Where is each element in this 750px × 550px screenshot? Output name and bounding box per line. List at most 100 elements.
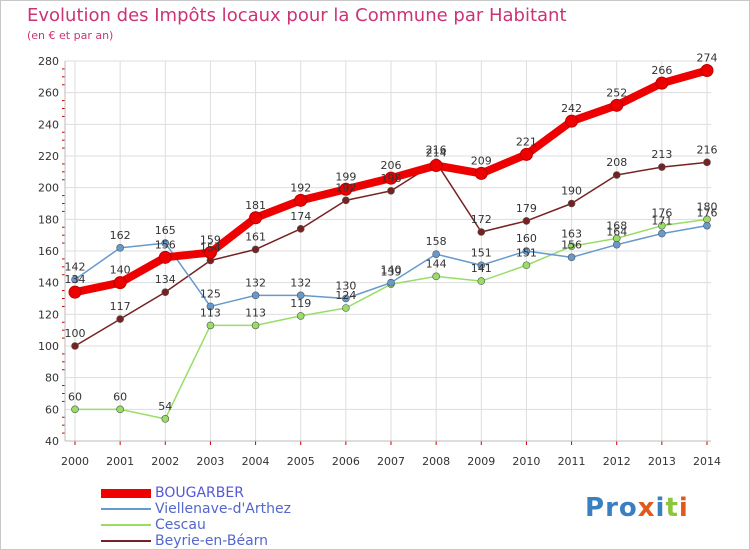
y-tick-label: 280 — [38, 55, 59, 68]
data-label-1: 171 — [651, 215, 672, 228]
y-tick-label: 180 — [38, 213, 59, 226]
data-label-3: 216 — [697, 143, 718, 156]
data-point-0 — [339, 182, 353, 196]
data-label-0: 181 — [245, 199, 266, 212]
data-label-3: 192 — [335, 181, 356, 194]
data-point-2 — [567, 242, 576, 251]
data-label-2: 119 — [290, 297, 311, 310]
data-point-1 — [342, 294, 350, 303]
data-point-3 — [296, 225, 305, 233]
y-tick-label: 200 — [38, 182, 59, 195]
y-tick-label: 260 — [38, 87, 59, 100]
data-point-2 — [296, 312, 305, 320]
data-point-0 — [429, 159, 443, 172]
logo-letter: i — [678, 493, 689, 523]
data-label-3: 179 — [516, 202, 537, 215]
legend-label: Cescau — [155, 517, 206, 533]
data-point-0 — [113, 276, 127, 290]
data-point-0 — [294, 193, 308, 207]
data-label-1: 162 — [110, 229, 131, 242]
data-point-0 — [700, 64, 714, 77]
x-tick-label: 2000 — [61, 455, 89, 468]
x-tick-label: 2005 — [287, 455, 315, 468]
data-point-1 — [206, 302, 215, 311]
logo-letter: t — [665, 493, 679, 523]
y-tick-label: 60 — [45, 403, 59, 416]
data-point-0 — [519, 147, 533, 161]
data-point-3 — [567, 199, 576, 208]
x-tick-label: 2004 — [242, 455, 270, 468]
data-point-3 — [116, 315, 124, 323]
data-point-3 — [71, 342, 79, 350]
data-label-1: 158 — [426, 235, 447, 248]
y-tick-label: 160 — [38, 245, 59, 258]
y-tick-label: 220 — [38, 150, 59, 163]
data-point-1 — [387, 278, 395, 287]
data-label-2: 113 — [245, 306, 266, 319]
data-point-3 — [612, 171, 621, 179]
x-tick-label: 2008 — [422, 455, 450, 468]
data-point-2 — [477, 277, 486, 285]
data-label-2: 163 — [561, 227, 582, 240]
data-point-2 — [161, 415, 170, 423]
data-label-0: 134 — [65, 273, 86, 286]
data-point-0 — [203, 246, 217, 260]
legend-item: Cescau — [101, 517, 291, 533]
data-point-1 — [477, 261, 486, 270]
data-point-3 — [342, 196, 350, 205]
y-tick-label: 80 — [45, 372, 59, 385]
data-point-0 — [565, 114, 579, 128]
data-point-2 — [206, 321, 215, 330]
data-label-2: 124 — [335, 289, 356, 302]
data-label-1: 132 — [245, 276, 266, 289]
data-label-1: 165 — [155, 224, 176, 237]
proxiti-logo: Proxiti — [585, 493, 689, 523]
x-tick-label: 2006 — [332, 455, 360, 468]
data-label-0: 140 — [110, 264, 131, 277]
data-point-0 — [68, 285, 82, 299]
x-tick-label: 2010 — [512, 455, 540, 468]
data-label-1: 132 — [290, 276, 311, 289]
data-label-2: 168 — [606, 219, 627, 232]
data-point-1 — [703, 221, 711, 230]
legend-label: BOUGARBER — [155, 485, 244, 501]
data-label-3: 198 — [381, 172, 402, 185]
data-label-3: 100 — [65, 327, 86, 340]
data-point-2 — [342, 304, 350, 312]
chart-legend: BOUGARBER Viellenave-d'Arthez Cescau Beyrie… — [101, 485, 291, 549]
y-tick-label: 240 — [38, 118, 59, 131]
data-label-3: 174 — [290, 210, 311, 223]
x-tick-label: 2014 — [693, 455, 721, 468]
data-label-0: 209 — [471, 154, 492, 167]
data-point-3 — [658, 163, 666, 171]
data-label-0: 192 — [290, 181, 311, 194]
data-label-3: 216 — [426, 143, 447, 156]
data-point-3 — [387, 187, 395, 195]
legend-swatch — [101, 508, 151, 510]
chart-title: Evolution des Impôts locaux pour la Comm… — [27, 5, 567, 26]
legend-item: Beyrie-en-Béarn — [101, 533, 291, 549]
legend-label: Beyrie-en-Béarn — [155, 533, 269, 549]
data-label-1: 142 — [65, 261, 86, 274]
data-label-2: 60 — [113, 390, 127, 403]
data-label-0: 221 — [516, 135, 537, 148]
data-label-2: 151 — [516, 246, 537, 259]
data-label-1: 160 — [516, 232, 537, 245]
data-point-1 — [658, 229, 666, 238]
data-point-3 — [522, 217, 531, 225]
data-label-0: 214 — [426, 147, 447, 160]
data-label-2: 141 — [471, 262, 492, 275]
data-label-2: 180 — [697, 200, 718, 213]
data-label-2: 113 — [200, 306, 221, 319]
chart-subtitle: (en € et par an) — [27, 29, 114, 42]
y-tick-label: 120 — [38, 308, 59, 321]
x-tick-label: 2012 — [603, 455, 631, 468]
data-point-1 — [522, 247, 531, 255]
legend-swatch — [101, 524, 151, 526]
data-point-3 — [703, 158, 711, 167]
data-point-0 — [474, 166, 488, 180]
legend-item: Viellenave-d'Arthez — [101, 501, 291, 517]
data-point-1 — [116, 244, 124, 252]
data-point-2 — [432, 272, 440, 281]
